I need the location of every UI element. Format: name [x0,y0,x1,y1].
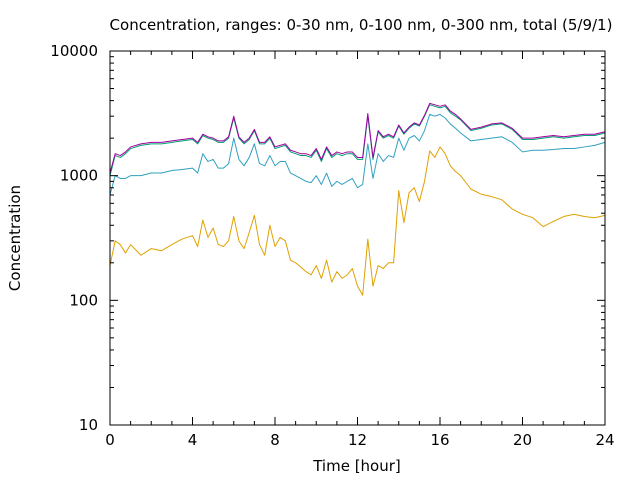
series-layer [109,102,606,296]
x-tick-label: 8 [270,431,280,449]
x-tick-label: 12 [348,431,367,449]
x-axis-label: Time [hour] [312,457,401,475]
y-tick-label: 100 [69,291,98,309]
tick-layer: 0 4 8 12 16 20 24 10 100 1000 10000 [50,42,614,449]
y-tick-label: 10 [79,416,98,434]
series-line-1 [109,113,606,196]
y-tick-label: 1000 [60,167,98,185]
x-tick-label: 0 [105,431,115,449]
x-tick-label: 20 [513,431,532,449]
x-tick-label: 24 [595,431,614,449]
series-line-2 [109,104,606,176]
series-line-0 [109,146,606,296]
chart-title: Concentration, ranges: 0-30 nm, 0-100 nm… [110,16,613,34]
x-tick-label: 4 [188,431,198,449]
y-axis-label: Concentration [6,185,24,291]
x-tick-label: 16 [430,431,449,449]
y-tick-label: 10000 [50,42,98,60]
series-line-3 [109,102,606,174]
